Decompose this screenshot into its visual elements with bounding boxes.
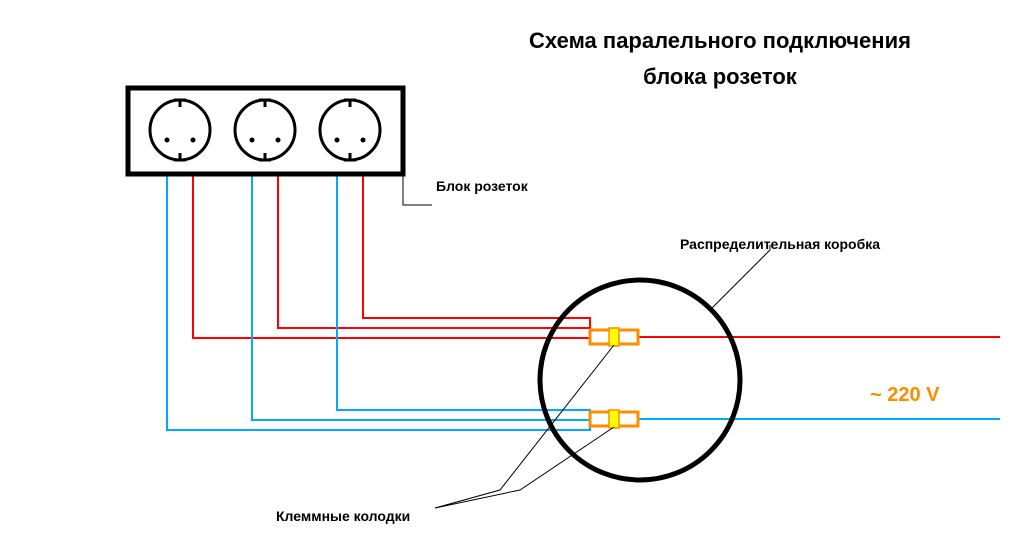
terminal-clamp	[609, 410, 619, 428]
diagram-title-line2: блока розеток	[440, 64, 1000, 90]
label-voltage: ~ 220 V	[870, 384, 940, 407]
socket-pin	[165, 138, 170, 143]
diagram-title-line1: Схема паралельного подключения	[440, 28, 1000, 54]
label-terminal-blocks: Клеммные колодки	[276, 508, 410, 524]
socket-pin	[191, 138, 196, 143]
socket-pin	[361, 138, 366, 143]
callout-line	[403, 175, 432, 205]
label-socket-block: Блок розеток	[436, 178, 528, 194]
socket-pin	[335, 138, 340, 143]
label-junction-box: Распределительная коробка	[680, 236, 880, 252]
socket-pin	[250, 138, 255, 143]
socket-pin	[276, 138, 281, 143]
callout-line	[435, 345, 614, 508]
callout-line	[710, 245, 770, 310]
terminal-clamp	[609, 328, 619, 346]
